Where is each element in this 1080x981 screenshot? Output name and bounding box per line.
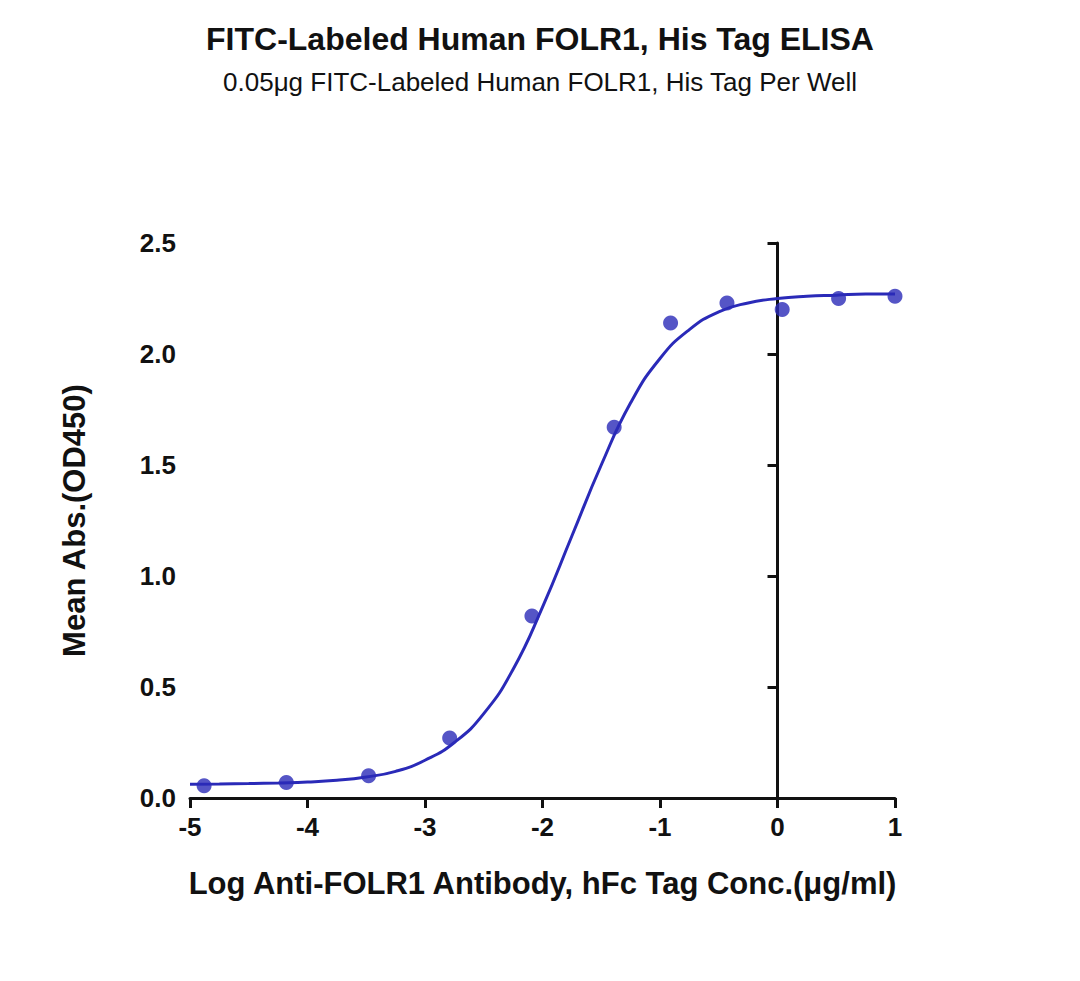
svg-text:0.0: 0.0 [140, 783, 176, 813]
svg-text:1: 1 [888, 812, 902, 842]
svg-text:-1: -1 [648, 812, 671, 842]
svg-text:-5: -5 [178, 812, 201, 842]
svg-text:Log Anti-FOLR1 Antibody, hFc T: Log Anti-FOLR1 Antibody, hFc Tag Conc.(μ… [189, 866, 897, 901]
svg-text:2.0: 2.0 [140, 339, 176, 369]
svg-text:-4: -4 [296, 812, 320, 842]
svg-text:1.5: 1.5 [140, 450, 176, 480]
svg-text:1.0: 1.0 [140, 561, 176, 591]
svg-text:0: 0 [770, 812, 784, 842]
svg-text:-2: -2 [531, 812, 554, 842]
svg-text:FITC-Labeled Human FOLR1, His: FITC-Labeled Human FOLR1, His Tag ELISA [206, 21, 874, 57]
svg-text:Mean Abs.(OD450): Mean Abs.(OD450) [57, 384, 92, 657]
svg-text:0.5: 0.5 [140, 672, 176, 702]
svg-text:0.05μg FITC-Labeled Human FOLR: 0.05μg FITC-Labeled Human FOLR1, His Tag… [223, 67, 857, 97]
svg-text:2.5: 2.5 [140, 228, 176, 258]
svg-text:-3: -3 [413, 812, 436, 842]
